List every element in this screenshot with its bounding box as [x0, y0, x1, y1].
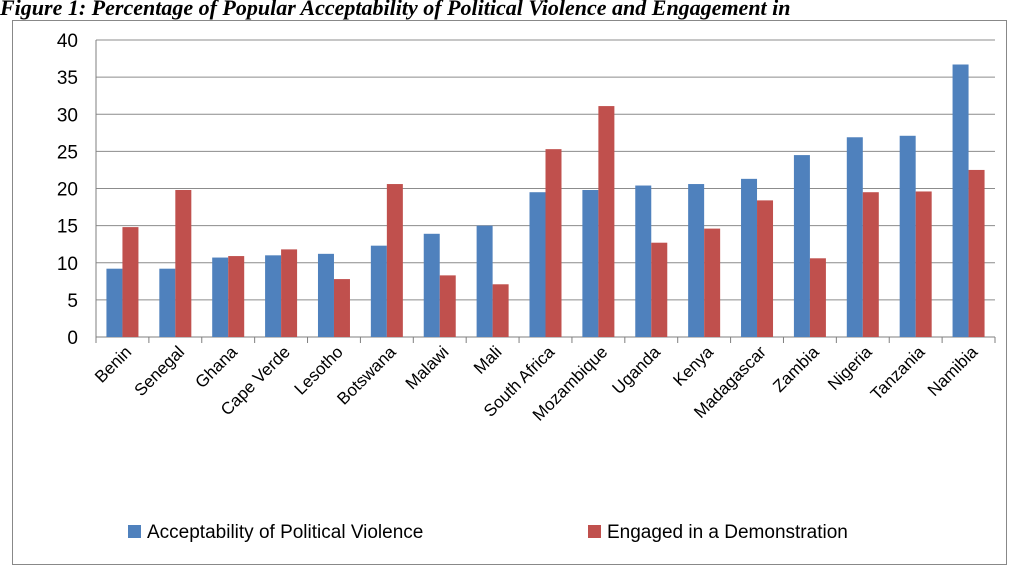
y-tick-label: 30: [57, 105, 78, 126]
x-category-label: Zambia: [769, 342, 823, 396]
bar-acceptability-mali: [476, 225, 493, 337]
bar-demonstration-tanzania: [915, 191, 932, 337]
y-tick-label: 5: [67, 291, 78, 312]
bar-demonstration-botswana: [386, 184, 403, 337]
x-category-label: Botswana: [333, 342, 400, 409]
bar-acceptability-senegal: [159, 268, 176, 337]
bar-demonstration-south-africa: [545, 149, 562, 337]
x-category-label: Nigeria: [824, 342, 876, 394]
bar-demonstration-mali: [492, 284, 509, 337]
bar-demonstration-lesotho: [333, 279, 350, 337]
y-tick-label: 35: [57, 68, 78, 89]
legend-label: Engaged in a Demonstration: [607, 522, 848, 543]
x-category-label: Benin: [91, 342, 135, 386]
bar-demonstration-namibia: [968, 169, 985, 337]
bar-acceptability-benin: [106, 268, 123, 337]
bar-acceptability-cape-verde: [265, 255, 282, 337]
y-tick-label: 15: [57, 217, 78, 238]
x-category-label: Malawi: [402, 342, 453, 393]
x-category-label: Senegal: [131, 342, 189, 400]
x-category-label: Ghana: [192, 342, 242, 392]
legend-swatch: [588, 525, 601, 538]
x-category-label: Kenya: [669, 342, 717, 390]
y-tick-label: 10: [57, 254, 78, 275]
bar-acceptability-madagascar: [741, 178, 758, 337]
bar-demonstration-kenya: [704, 228, 721, 337]
bar-acceptability-lesotho: [317, 253, 334, 337]
bar-acceptability-mozambique: [582, 189, 599, 337]
bar-demonstration-senegal: [175, 189, 192, 337]
x-category-label: Uganda: [609, 342, 665, 398]
bar-acceptability-tanzania: [899, 135, 916, 337]
x-category-label: Tanzania: [867, 342, 929, 404]
bar-acceptability-zambia: [793, 155, 810, 337]
bar-demonstration-cape-verde: [281, 249, 298, 337]
chart-area: 0 5 10 15 20 25 30 35 40 Benin Senegal Ghana Cape Ve…: [12, 20, 1007, 565]
x-category-label: Namibia: [924, 342, 982, 400]
bar-acceptability-nigeria: [846, 137, 863, 337]
bar-acceptability-namibia: [952, 64, 969, 337]
bar-acceptability-uganda: [635, 185, 652, 337]
y-tick-label: 20: [57, 180, 78, 201]
bar-demonstration-uganda: [651, 242, 668, 337]
y-tick-label: 40: [57, 31, 78, 52]
bar-demonstration-benin: [122, 227, 139, 337]
legend-label: Acceptability of Political Violence: [147, 522, 423, 543]
bar-acceptability-botswana: [370, 245, 387, 337]
bar-acceptability-south-africa: [529, 192, 546, 337]
y-tick-label: 25: [57, 142, 78, 163]
bar-demonstration-nigeria: [862, 192, 879, 337]
figure-caption: Figure 1: Percentage of Popular Acceptab…: [0, 0, 791, 20]
y-tick-label: 0: [67, 328, 78, 349]
bar-acceptability-malawi: [423, 233, 440, 337]
x-category-label: Mali: [470, 342, 505, 377]
bar-demonstration-zambia: [809, 258, 826, 337]
bar-demonstration-madagascar: [757, 200, 774, 337]
bar-acceptability-kenya: [688, 184, 705, 337]
bar-demonstration-ghana: [228, 256, 245, 337]
bar-acceptability-ghana: [212, 257, 229, 337]
bar-demonstration-malawi: [439, 275, 456, 337]
legend-swatch: [128, 525, 141, 538]
bar-demonstration-mozambique: [598, 106, 615, 338]
